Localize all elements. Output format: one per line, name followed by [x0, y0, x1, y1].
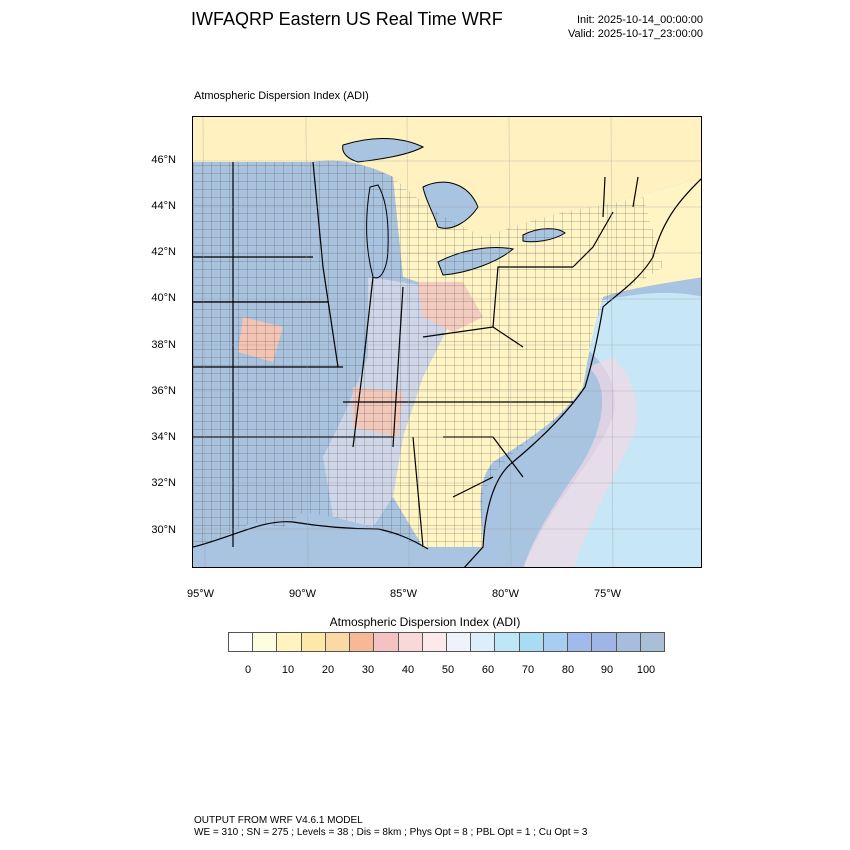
lat-label: 30°N: [151, 524, 176, 536]
lat-label: 34°N: [151, 431, 176, 443]
colorbar-swatch: [398, 633, 423, 651]
gulf-coastline: [193, 521, 429, 550]
coastal-pink-band: [523, 357, 637, 567]
colorbar-swatch: [592, 633, 617, 651]
colorbar-label: 40: [401, 664, 415, 676]
colorbar-swatch: [422, 633, 447, 651]
colorbar-swatch: [301, 633, 326, 651]
lat-label: 32°N: [151, 477, 176, 489]
init-time: Init: 2025-10-14_00:00:00: [577, 14, 703, 26]
lake-superior: [342, 138, 425, 163]
graticule: [193, 117, 701, 567]
colorbar: [228, 632, 665, 652]
colorbar-swatch: [229, 633, 254, 651]
colorbar-label: 30: [361, 664, 375, 676]
map-canvas: [193, 117, 701, 567]
lon-label: 85°W: [390, 588, 418, 600]
adi-map: [192, 116, 702, 568]
colorbar-label: 60: [481, 664, 495, 676]
lon-label: 75°W: [594, 588, 622, 600]
colorbar-swatch: [350, 633, 375, 651]
colorbar-swatch: [519, 633, 544, 651]
lon-label: 80°W: [492, 588, 520, 600]
field-title: Atmospheric Dispersion Index (ADI): [194, 90, 369, 102]
colorbar-swatch: [495, 633, 520, 651]
colorbar-label: 50: [441, 664, 455, 676]
colorbar-swatch: [568, 633, 593, 651]
colorbar-label: 10: [281, 664, 295, 676]
colorbar-swatch: [325, 633, 351, 651]
colorbar-label: 70: [521, 664, 535, 676]
run-times: Init: 2025-10-14_00:00:00 Valid: 2025-10…: [568, 13, 703, 41]
colorbar-title: Atmospheric Dispersion Index (ADI): [329, 615, 521, 629]
colorbar-label: 80: [561, 664, 575, 676]
colorbar-label: 20: [321, 664, 335, 676]
model-footer: OUTPUT FROM WRF V4.6.1 MODEL WE = 310 ; …: [194, 815, 587, 839]
map-title: IWFAQRP Eastern US Real Time WRF: [191, 9, 503, 29]
valid-time: Valid: 2025-10-17_23:00:00: [568, 28, 703, 40]
colorbar-swatch: [374, 633, 399, 651]
colorbar-swatch: [616, 633, 641, 651]
colorbar-label: 100: [636, 664, 656, 676]
colorbar-swatch: [640, 633, 664, 651]
colorbar-swatch: [446, 633, 472, 651]
colorbar-swatch: [253, 633, 278, 651]
lat-label: 44°N: [151, 200, 176, 212]
atlantic-coastline: [464, 178, 701, 567]
colorbar-label: 90: [600, 664, 614, 676]
colorbar-label: 0: [244, 664, 252, 676]
lat-label: 40°N: [151, 292, 176, 304]
lon-label: 90°W: [289, 588, 317, 600]
colorbar-swatch: [543, 633, 569, 651]
lat-label: 42°N: [151, 246, 176, 258]
lat-label: 36°N: [151, 385, 176, 397]
footer-model-line: OUTPUT FROM WRF V4.6.1 MODEL: [194, 815, 363, 826]
lat-label: 38°N: [151, 339, 176, 351]
footer-config-line: WE = 310 ; SN = 275 ; Levels = 38 ; Dis …: [194, 827, 588, 838]
lat-label: 46°N: [151, 154, 176, 166]
colorbar-swatch: [277, 633, 302, 651]
lon-label: 95°W: [187, 588, 215, 600]
colorbar-swatch: [471, 633, 496, 651]
